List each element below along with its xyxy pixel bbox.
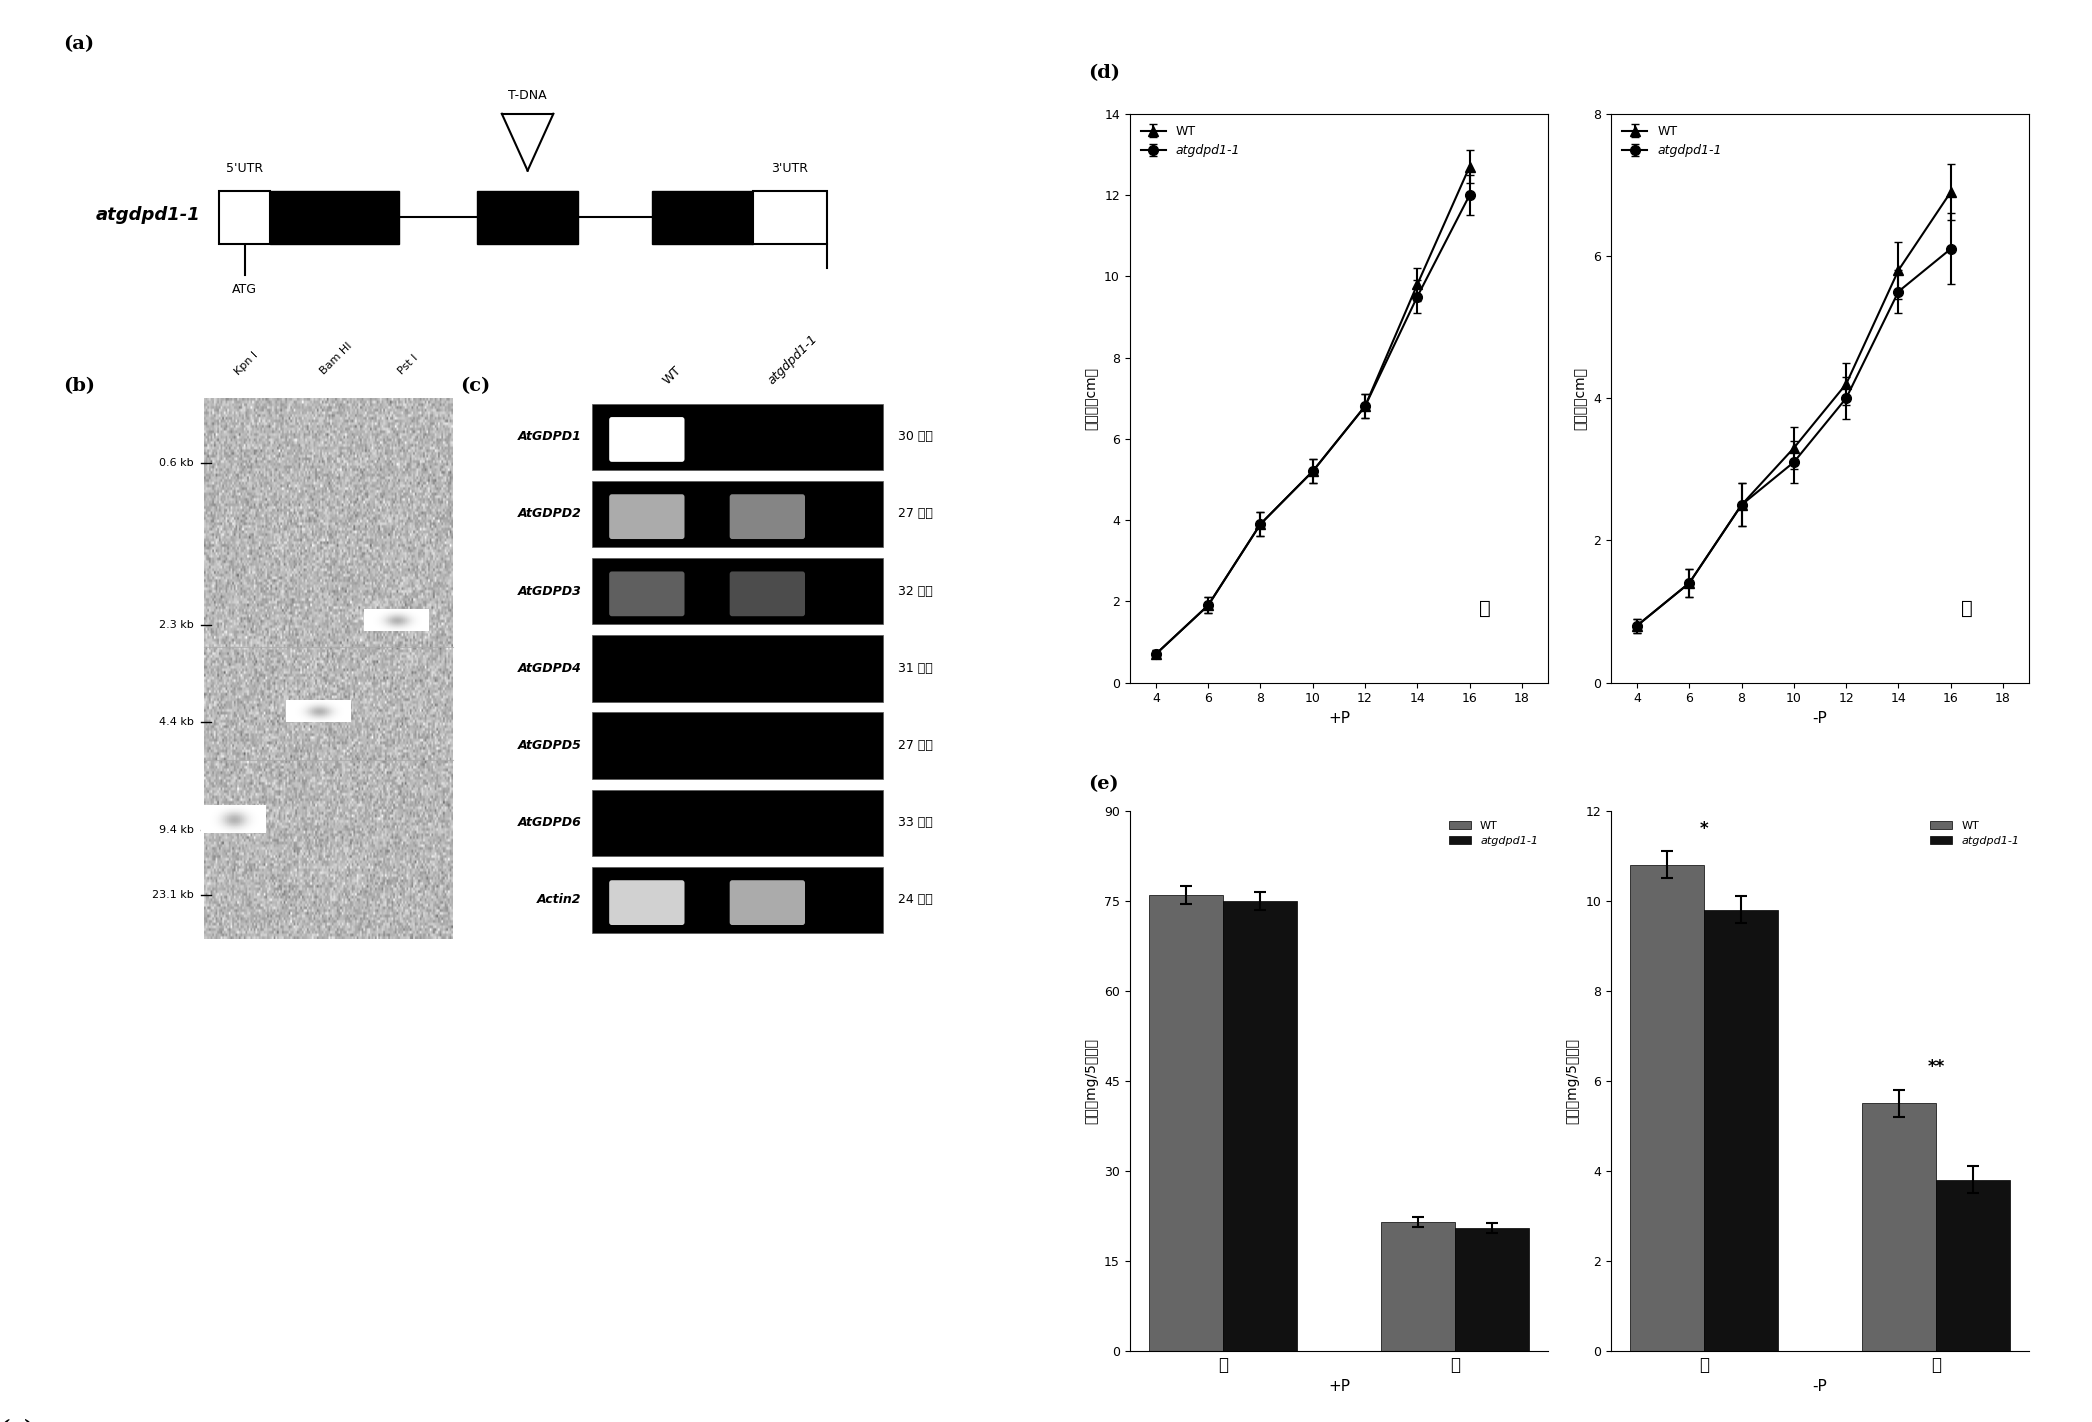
Text: (a): (a) <box>63 36 94 54</box>
Y-axis label: 主根长（cm）: 主根长（cm） <box>1084 367 1098 429</box>
Text: 30 循环: 30 循环 <box>897 431 933 444</box>
Text: 32 循环: 32 循环 <box>897 584 933 597</box>
Bar <box>1935 1180 2010 1351</box>
Text: 4.4 kb: 4.4 kb <box>159 717 195 728</box>
Bar <box>592 867 883 933</box>
Bar <box>592 557 883 624</box>
Text: **: ** <box>1927 1058 1946 1076</box>
Text: (e): (e) <box>1088 775 1119 793</box>
Text: 24 循环: 24 循环 <box>897 893 933 906</box>
Legend: WT, atgdpd1-1: WT, atgdpd1-1 <box>1925 816 2023 850</box>
Text: Bam HI: Bam HI <box>318 341 354 377</box>
X-axis label: +P: +P <box>1328 711 1349 725</box>
Text: AtGDPD2: AtGDPD2 <box>517 508 582 520</box>
FancyBboxPatch shape <box>730 572 805 616</box>
Bar <box>1149 894 1224 1351</box>
Legend: WT, atgdpd1-1: WT, atgdpd1-1 <box>1136 119 1245 162</box>
Bar <box>1705 910 1778 1351</box>
Text: WT: WT <box>661 364 684 387</box>
Bar <box>592 636 883 701</box>
Text: *: * <box>1701 819 1709 838</box>
Bar <box>220 191 270 243</box>
Bar <box>592 404 883 469</box>
Y-axis label: 糖量（mg/5幼苗）: 糖量（mg/5幼苗） <box>1084 1038 1098 1123</box>
X-axis label: +P: +P <box>1328 1379 1349 1395</box>
Bar <box>1630 865 1705 1351</box>
Text: 31 循环: 31 循环 <box>897 661 933 675</box>
FancyBboxPatch shape <box>730 880 805 924</box>
Text: (d): (d) <box>1088 64 1119 82</box>
Text: AtGDPD3: AtGDPD3 <box>517 584 582 597</box>
Text: Pst I: Pst I <box>395 353 420 377</box>
Y-axis label: 主根长（cm）: 主根长（cm） <box>1573 367 1588 429</box>
FancyBboxPatch shape <box>609 417 684 462</box>
X-axis label: -P: -P <box>1812 1379 1828 1395</box>
Legend: WT, atgdpd1-1: WT, atgdpd1-1 <box>1617 119 1726 162</box>
Bar <box>592 481 883 547</box>
Bar <box>653 191 753 243</box>
Text: Actin2: Actin2 <box>538 893 582 906</box>
Text: (a): (a) <box>0 1419 36 1422</box>
Text: 23.1 kb: 23.1 kb <box>153 890 195 900</box>
Bar <box>477 191 577 243</box>
Text: 0.6 kb: 0.6 kb <box>159 458 195 468</box>
FancyBboxPatch shape <box>609 572 684 616</box>
Text: 3'UTR: 3'UTR <box>772 162 808 175</box>
Text: AtGDPD6: AtGDPD6 <box>517 816 582 829</box>
Text: T-DNA: T-DNA <box>508 88 546 101</box>
FancyBboxPatch shape <box>730 495 805 539</box>
Legend: WT, atgdpd1-1: WT, atgdpd1-1 <box>1443 816 1542 850</box>
Text: Kpn I: Kpn I <box>232 350 259 377</box>
Text: AtGDPD5: AtGDPD5 <box>517 739 582 752</box>
Text: 27 循环: 27 循环 <box>897 739 933 752</box>
Text: atgdpd1-1: atgdpd1-1 <box>766 333 820 387</box>
FancyBboxPatch shape <box>609 495 684 539</box>
Text: 33 循环: 33 循环 <box>897 816 933 829</box>
Text: 5'UTR: 5'UTR <box>226 162 264 175</box>
Bar <box>1862 1103 1935 1351</box>
Text: (b): (b) <box>63 377 94 395</box>
Text: (c): (c) <box>460 377 490 395</box>
Bar <box>270 191 400 243</box>
Bar <box>753 191 826 243</box>
Bar <box>592 789 883 856</box>
Text: AtGDPD4: AtGDPD4 <box>517 661 582 675</box>
Text: 2.3 kb: 2.3 kb <box>159 620 195 630</box>
Bar <box>1381 1221 1454 1351</box>
Bar <box>1454 1227 1529 1351</box>
Text: atgdpd1-1: atgdpd1-1 <box>96 206 201 225</box>
Text: 天: 天 <box>1479 599 1492 619</box>
Bar <box>1224 900 1297 1351</box>
Y-axis label: 糖量（mg/5幼苗）: 糖量（mg/5幼苗） <box>1565 1038 1579 1123</box>
Text: 9.4 kb: 9.4 kb <box>159 825 195 836</box>
X-axis label: -P: -P <box>1812 711 1828 725</box>
Text: AtGDPD1: AtGDPD1 <box>517 431 582 444</box>
Text: 27 循环: 27 循环 <box>897 508 933 520</box>
Text: ATG: ATG <box>232 283 257 296</box>
FancyBboxPatch shape <box>609 880 684 924</box>
Bar <box>592 712 883 779</box>
Text: 天: 天 <box>1960 599 1973 619</box>
